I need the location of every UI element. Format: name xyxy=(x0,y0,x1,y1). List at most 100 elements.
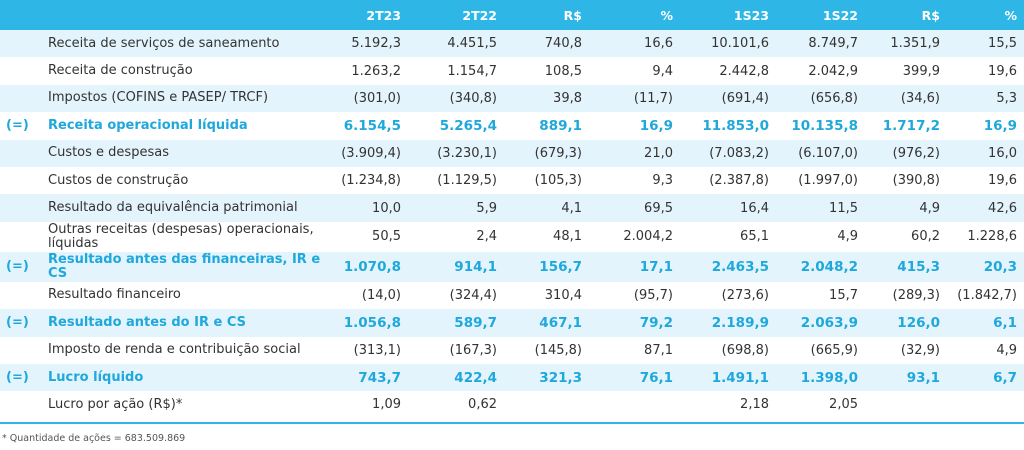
row-value: 11,5 xyxy=(829,200,858,216)
row-value: 422,4 xyxy=(454,369,497,386)
row-value: (691,4) xyxy=(721,90,769,106)
row-label: Custos de construção xyxy=(48,172,189,188)
row-value: 10.101,6 xyxy=(711,36,769,52)
row-label: Receita de construção xyxy=(48,63,193,79)
row-value: 16,0 xyxy=(988,145,1017,161)
row-value: (1.997,0) xyxy=(798,173,858,189)
row-value: 2.442,8 xyxy=(719,63,769,79)
row-value: 2.189,9 xyxy=(711,314,769,331)
row-value: (976,2) xyxy=(892,145,940,161)
row-value: (34,6) xyxy=(900,90,940,106)
row-value: 5.265,4 xyxy=(439,117,497,134)
row-value: (32,9) xyxy=(900,342,940,358)
footnote: * Quantidade de ações = 683.509.869 xyxy=(2,433,186,444)
row-value: 76,1 xyxy=(639,369,673,386)
row-value: 889,1 xyxy=(539,117,582,134)
header-change-value: R$ xyxy=(563,7,582,23)
table-row: Resultado financeiro (14,0) (324,4) 310,4 (9… xyxy=(0,282,1024,309)
row-value: 2.004,2 xyxy=(623,229,673,245)
row-value: 2.463,5 xyxy=(711,258,769,275)
row-value: 79,2 xyxy=(639,314,673,331)
row-value: (6.107,0) xyxy=(798,145,858,161)
table-row: (=) Resultado antes do IR e CS 1.056,8 589,… xyxy=(0,309,1024,337)
row-value: 1.056,8 xyxy=(343,314,401,331)
row-value: 310,4 xyxy=(544,287,582,303)
header-1s23: 1S23 xyxy=(733,7,769,23)
row-value: 19,6 xyxy=(988,63,1017,79)
row-value: 108,5 xyxy=(544,63,582,79)
row-value: (14,0) xyxy=(361,287,401,303)
row-value: 15,5 xyxy=(988,36,1017,52)
bottom-rule xyxy=(0,422,1024,424)
row-value: (289,3) xyxy=(892,287,940,303)
row-value: (1.129,5) xyxy=(437,173,497,189)
row-value: 9,4 xyxy=(652,63,673,79)
row-value: 1.263,2 xyxy=(351,63,401,79)
row-value: 11.853,0 xyxy=(702,117,769,134)
row-value: (1.842,7) xyxy=(957,287,1017,303)
row-label: Resultado antes das financeiras, IR e CS xyxy=(48,251,321,281)
row-value: (2.387,8) xyxy=(709,173,769,189)
row-value: 0,62 xyxy=(468,397,497,413)
row-label: Imposto de renda e contribuição social xyxy=(48,342,301,358)
row-value: (390,8) xyxy=(892,173,940,189)
row-value: 1.154,7 xyxy=(447,63,497,79)
row-value: 2,18 xyxy=(740,397,769,413)
row-value: 16,4 xyxy=(740,200,769,216)
row-value: 1,09 xyxy=(372,397,401,413)
row-value: 16,9 xyxy=(983,117,1017,134)
row-marker: (=) xyxy=(6,259,29,275)
table-row: Receita de construção 1.263,2 1.154,7 108,5… xyxy=(0,57,1024,84)
row-value: 15,7 xyxy=(829,287,858,303)
row-value: 2.063,9 xyxy=(800,314,858,331)
row-value: 10,0 xyxy=(372,200,401,216)
row-value: 39,8 xyxy=(553,90,582,106)
row-value: 4,9 xyxy=(919,200,940,216)
row-marker: (=) xyxy=(6,118,29,134)
row-value: 9,3 xyxy=(652,173,673,189)
row-value: 4,9 xyxy=(996,342,1017,358)
row-value: 1.491,1 xyxy=(711,369,769,386)
row-label: Impostos (COFINS e PASEP/ TRCF) xyxy=(48,90,269,106)
row-value: 48,1 xyxy=(553,229,582,245)
row-value: (656,8) xyxy=(810,90,858,106)
row-value: 87,1 xyxy=(644,342,673,358)
row-value: 2.048,2 xyxy=(800,258,858,275)
row-value: 21,0 xyxy=(644,145,673,161)
row-value: (167,3) xyxy=(449,342,497,358)
row-value: (340,8) xyxy=(449,90,497,106)
row-value: 16,6 xyxy=(644,36,673,52)
row-value: 467,1 xyxy=(539,314,582,331)
row-value: 6.154,5 xyxy=(343,117,401,134)
row-value: 42,6 xyxy=(988,200,1017,216)
row-value: (665,9) xyxy=(810,342,858,358)
row-value: 17,1 xyxy=(639,258,673,275)
row-value: 69,5 xyxy=(644,200,673,216)
table-row: (=) Lucro líquido 743,7 422,4 321,3 76,1 1.491… xyxy=(0,363,1024,392)
row-value: (698,8) xyxy=(721,342,769,358)
header-2t23: 2T23 xyxy=(366,7,401,23)
row-value: 4,9 xyxy=(837,229,858,245)
header-2t22: 2T22 xyxy=(462,7,497,23)
table-row: Imposto de renda e contribuição social (3… xyxy=(0,337,1024,364)
row-value: 93,1 xyxy=(906,369,940,386)
row-value: (313,1) xyxy=(353,342,401,358)
row-value: 1.228,6 xyxy=(967,229,1017,245)
row-value: (11,7) xyxy=(633,90,673,106)
row-value: (301,0) xyxy=(353,90,401,106)
table-header: 2T23 2T22 R$ % 1S23 1S22 R$ % xyxy=(0,0,1024,30)
row-value: 5,9 xyxy=(476,200,497,216)
table-row: Custos de construção (1.234,8) (1.129,5) (1… xyxy=(0,167,1024,194)
row-value: 4,1 xyxy=(561,200,582,216)
row-value: 415,3 xyxy=(897,258,940,275)
row-value: 2,05 xyxy=(829,397,858,413)
header-change-percent: % xyxy=(660,7,673,23)
row-value: (7.083,2) xyxy=(709,145,769,161)
header-change-value-semester: R$ xyxy=(921,7,940,23)
row-value: 2,4 xyxy=(476,229,497,245)
table-row: Receita de serviços de saneamento 5.192,3… xyxy=(0,30,1024,58)
header-change-percent-semester: % xyxy=(1004,7,1017,23)
row-value: (1.234,8) xyxy=(341,173,401,189)
row-value: 321,3 xyxy=(539,369,582,386)
table-row: (=) Resultado antes das financeiras, IR e… xyxy=(0,251,1024,282)
